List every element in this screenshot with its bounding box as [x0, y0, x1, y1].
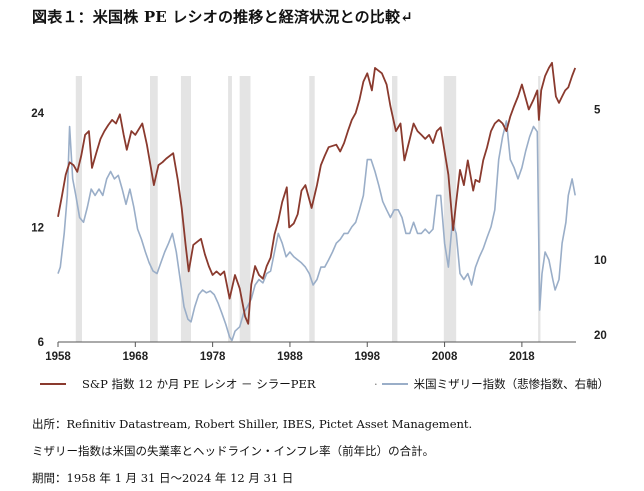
legend-pe-label: S&P 指数 12 か月 PE レシオ － シラーPER: [82, 377, 316, 391]
recession-band-3: [228, 76, 232, 342]
right-tick-label-20: 20: [594, 330, 607, 342]
legend-misery: · 米国ミザリー指数（悲惨指数、右軸）: [374, 376, 609, 392]
recession-band-4: [239, 76, 251, 342]
left-tick-label-6: 6: [38, 337, 44, 349]
x-tick-label-1968: 1968: [123, 351, 149, 360]
x-tick-label-1998: 1998: [354, 351, 380, 360]
page-title: 図表１：米国株 PE レシオの推移と経済状況との比較↵: [32, 8, 413, 26]
x-tick-label-2008: 2008: [432, 351, 458, 360]
recession-band-5: [309, 76, 315, 342]
period-note: 期間：1958 年 1 月 31 日～2024 年 12 月 31 日: [32, 471, 294, 485]
recession-band-1: [150, 76, 158, 342]
recession-band-7: [443, 76, 457, 342]
left-tick-label-24: 24: [31, 108, 44, 120]
recession-bands: [75, 76, 541, 342]
right-tick-label-10: 10: [594, 255, 607, 267]
x-axis: 1958 1968 1978 1988 1998 2008 2018: [45, 341, 576, 360]
pe-ratio-line: [57, 61, 577, 325]
right-tick-label-5: 5: [594, 104, 601, 116]
series-lines: [57, 61, 577, 342]
legend-pe: S&P 指数 12 か月 PE レシオ － シラーPER: [40, 376, 316, 392]
x-tick-label-1978: 1978: [200, 351, 226, 360]
legend-misery-marker: ·: [374, 377, 378, 391]
x-tick-label-1958: 1958: [45, 351, 71, 360]
legend-misery-label: 米国ミザリー指数（悲惨指数、右軸）: [413, 377, 610, 391]
legend-misery-swatch: [381, 383, 408, 385]
right-axis: 5 10 20: [594, 104, 607, 342]
recession-band-8: [538, 76, 541, 342]
x-tick-label-2018: 2018: [509, 351, 535, 360]
pe-chart: 1958 1968 1978 1988 1998 2008 2018 6 12 24 5 10 20: [31, 61, 607, 360]
left-tick-label-12: 12: [31, 222, 44, 234]
legend-pe-swatch: [40, 383, 66, 385]
recession-band-2: [180, 76, 191, 342]
misery-note: ミザリー指数は米国の失業率とヘッドライン・インフレ率（前年比）の合計。: [32, 444, 435, 458]
source-note: 出所：Refinitiv Datastream, Robert Shiller,…: [32, 417, 473, 431]
left-axis: 6 12 24: [31, 108, 44, 349]
x-tick-label-1988: 1988: [277, 351, 303, 360]
misery-index-line: [57, 120, 576, 342]
